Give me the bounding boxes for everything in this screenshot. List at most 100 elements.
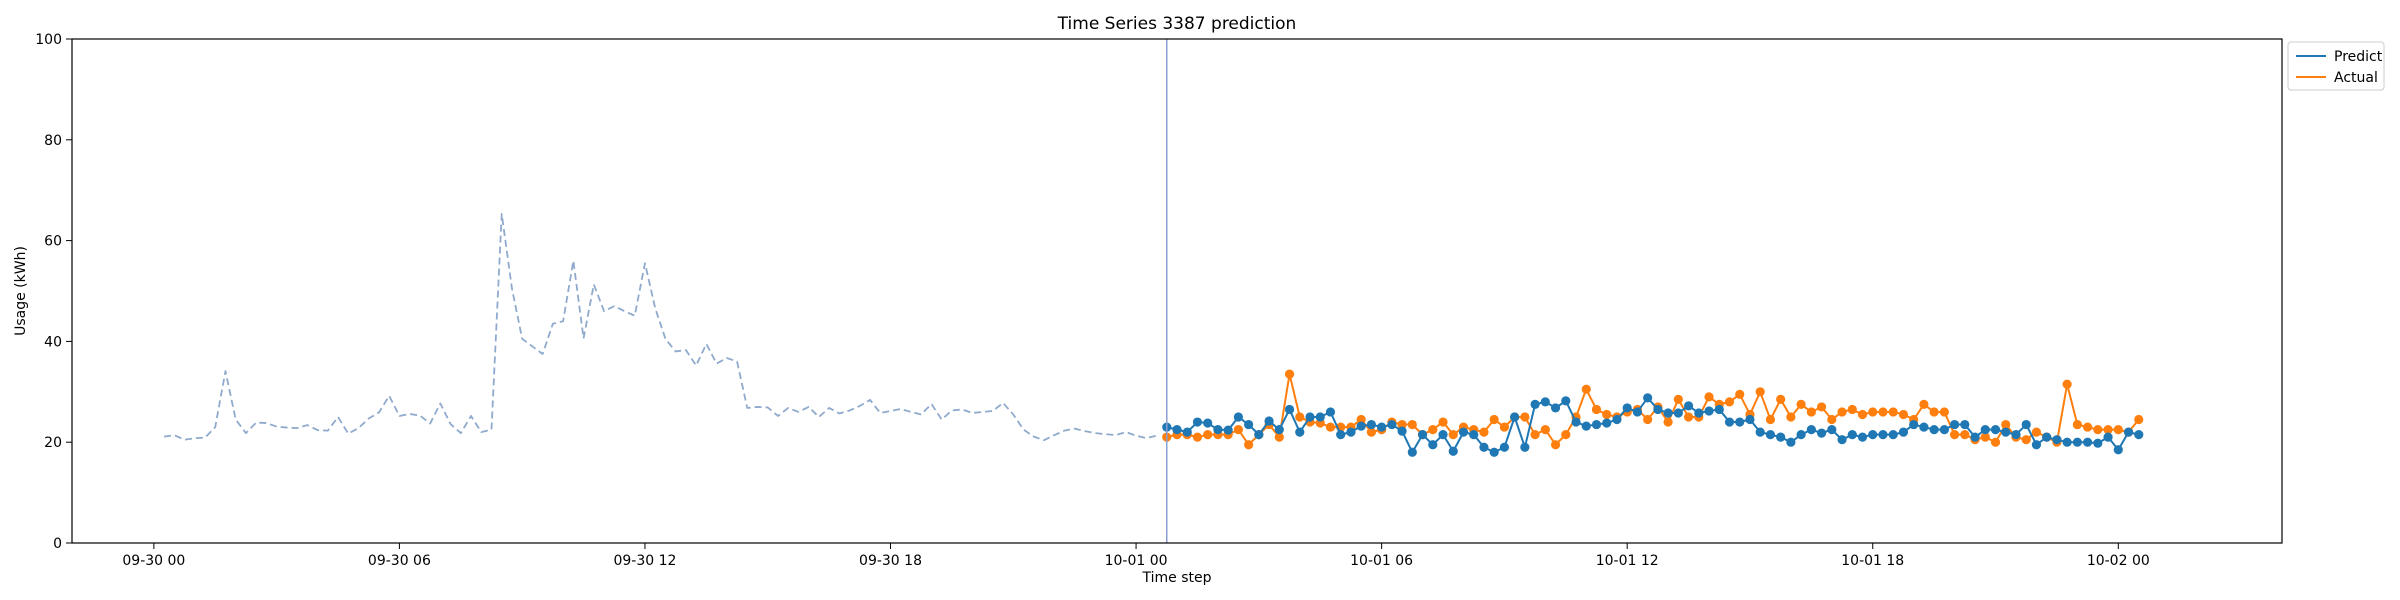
x-tick-label: 09-30 00 [122,553,185,569]
x-axis: 09-30 00 09-30 06 09-30 12 09-30 18 10-01 00… [122,543,2150,569]
data-point-predict [1622,403,1632,413]
y-tick-label: 80 [44,133,62,149]
y-axis: 0 20 40 60 80 100 [35,32,72,552]
data-point-predict [1909,419,1919,430]
data-point-predict [1305,412,1315,422]
data-point-predict [1847,430,1857,440]
data-point-predict [1653,404,1663,415]
data-point-actual [1530,430,1540,440]
data-point-actual [1796,399,1806,409]
data-point-predict [1540,397,1550,407]
legend-actual-label: Actual [2334,70,2378,86]
y-tick-label: 40 [44,334,62,350]
data-point-predict [1182,427,1192,437]
data-point-predict [1755,427,1765,437]
data-point-predict [1857,432,1868,442]
data-point-predict [1387,419,1397,430]
data-point-actual [1735,389,1745,399]
data-point-predict [2031,440,2042,450]
data-point-predict [1602,418,1612,428]
data-point-predict [2052,435,2062,445]
data-point-actual [1366,427,1376,437]
data-point-actual [1868,407,1878,417]
data-point-predict [2113,445,2123,455]
data-point-predict [1172,425,1182,435]
data-point-actual [2062,379,2072,389]
data-point-predict [1407,447,1417,457]
data-point-actual [1724,397,1735,407]
data-point-predict [1960,419,1970,430]
data-point-predict [1366,419,1376,430]
data-point-predict [1714,404,1724,415]
data-point-predict [1479,442,1489,452]
data-point-actual [1591,404,1602,415]
data-point-predict [1192,417,1203,427]
y-tick-label: 60 [44,234,62,250]
data-point-actual [1397,419,1407,430]
data-point-actual [1765,414,1776,425]
data-point-predict [2042,432,2052,442]
data-point-predict [1704,406,1714,416]
data-point-predict [1643,393,1653,403]
data-point-actual [1827,414,1837,425]
data-point-actual [1550,440,1561,450]
data-point-actual [1704,392,1714,402]
x-tick-label: 10-01 12 [1596,553,1659,569]
data-point-predict [1571,417,1581,427]
data-point-actual [1643,414,1653,425]
data-point-predict [2083,437,2093,447]
data-point-actual [1233,425,1243,435]
data-point-predict [1939,425,1949,435]
data-point-actual [1857,409,1868,420]
data-point-actual [1990,437,2001,447]
data-point-actual [1274,432,1284,442]
data-point-predict [1735,417,1745,427]
y-tick-label: 100 [35,32,62,48]
x-axis-title: Time step [1142,570,1212,586]
data-point-predict [1632,407,1643,417]
data-point-predict [1550,403,1561,413]
data-point-predict [1806,425,1816,435]
data-point-predict [1888,430,1898,440]
x-tick-label: 10-01 18 [1841,553,1904,569]
plot-frame [71,38,2283,544]
data-point-actual [1888,407,1898,417]
data-point-predict [1336,430,1346,440]
data-point-predict [1745,414,1755,425]
data-point-predict [1673,408,1683,418]
data-point-predict [1612,414,1622,425]
data-point-actual [1929,407,1939,417]
data-point-predict [1203,418,1213,428]
data-point-predict [1213,425,1223,435]
data-point-actual [1407,419,1417,430]
data-point-actual [1520,412,1530,422]
data-point-predict [1469,430,1479,440]
data-point-actual [2021,435,2031,445]
data-point-predict [1663,408,1673,418]
data-point-actual [1980,432,1990,442]
data-point-predict [1377,422,1387,432]
data-point-predict [1510,412,1520,422]
data-point-actual [1499,422,1510,432]
data-point-predict [1827,425,1837,435]
data-point-actual [1960,430,1970,440]
data-point-predict [1356,421,1366,431]
data-point-actual [1949,430,1960,440]
data-point-predict [1499,442,1510,452]
y-tick-label: 0 [53,536,62,552]
x-tick-label: 09-30 06 [368,553,431,569]
data-point-predict [1295,427,1305,437]
data-point-predict [2123,427,2134,437]
data-point-actual [1847,404,1857,415]
data-point-actual [2083,422,2093,432]
data-point-predict [1694,408,1704,418]
data-point-actual [1786,412,1796,422]
data-point-predict [1776,432,1786,442]
data-point-actual [1919,399,1929,409]
series-layer [163,212,2144,457]
data-point-actual [1540,425,1550,435]
data-point-actual [1203,430,1213,440]
x-tick-label: 10-01 00 [1105,553,1168,569]
data-point-predict [1223,425,1233,435]
data-point-actual [1602,409,1612,420]
